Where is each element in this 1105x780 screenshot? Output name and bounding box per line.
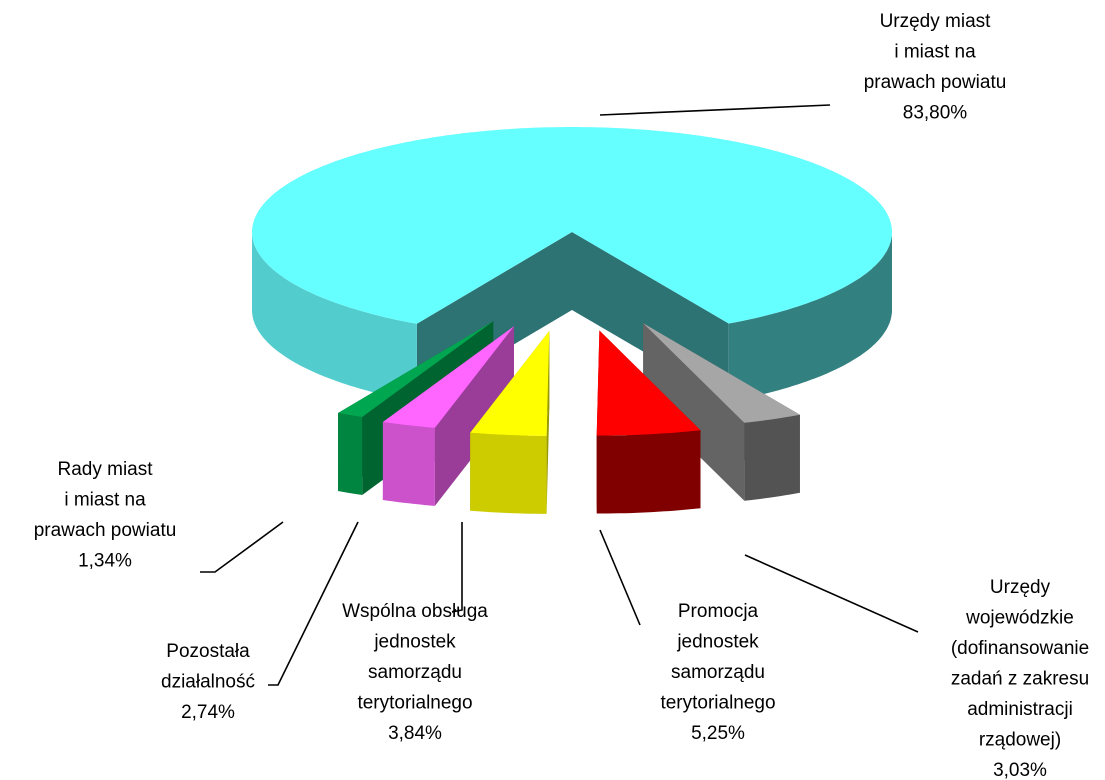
slice-side (728, 233, 892, 402)
leader-line (744, 554, 919, 633)
slice (252, 127, 892, 402)
slice-label: Urzędy wojewódzkie (dofinansowanie zadań z … (951, 577, 1089, 751)
slice-top (252, 127, 892, 324)
slice-side (338, 413, 363, 495)
slice-side (596, 430, 701, 514)
slice-side (470, 432, 547, 514)
leader-line (200, 521, 284, 573)
slice-side (744, 414, 800, 501)
value-label: 1,34% (78, 551, 132, 572)
slice-wall (643, 323, 745, 501)
slice-label: Rady miast i miast na prawach powiatu (34, 459, 177, 541)
slice-side (382, 422, 435, 506)
slice-top (596, 330, 701, 436)
slice (643, 323, 800, 501)
slice-top (470, 330, 550, 436)
slice (382, 326, 514, 506)
value-label: 3,84% (388, 723, 442, 744)
value-label: 2,74% (181, 702, 235, 723)
leader-line (599, 529, 641, 626)
slice-label: Wspólna obsługa jednostek samorządu terytor… (342, 601, 488, 714)
slice (470, 330, 550, 514)
slice-side (252, 232, 417, 402)
slice-label: Urzędy miast i miast na prawach powiatu (864, 11, 1007, 93)
slice (596, 330, 701, 514)
value-label: 5,25% (691, 723, 745, 744)
slice-top (643, 323, 800, 423)
slice-label: Promocja jednostek samorządu terytorialnego (660, 601, 775, 714)
slice-label: Pozostała działalność (161, 641, 255, 693)
slice-top (338, 321, 494, 417)
leader-line (599, 104, 831, 116)
leader-line (268, 521, 359, 686)
leader-line (451, 522, 463, 613)
value-label: 83,80% (903, 103, 968, 124)
slice-top (382, 326, 514, 428)
value-label: 3,03% (993, 760, 1047, 780)
